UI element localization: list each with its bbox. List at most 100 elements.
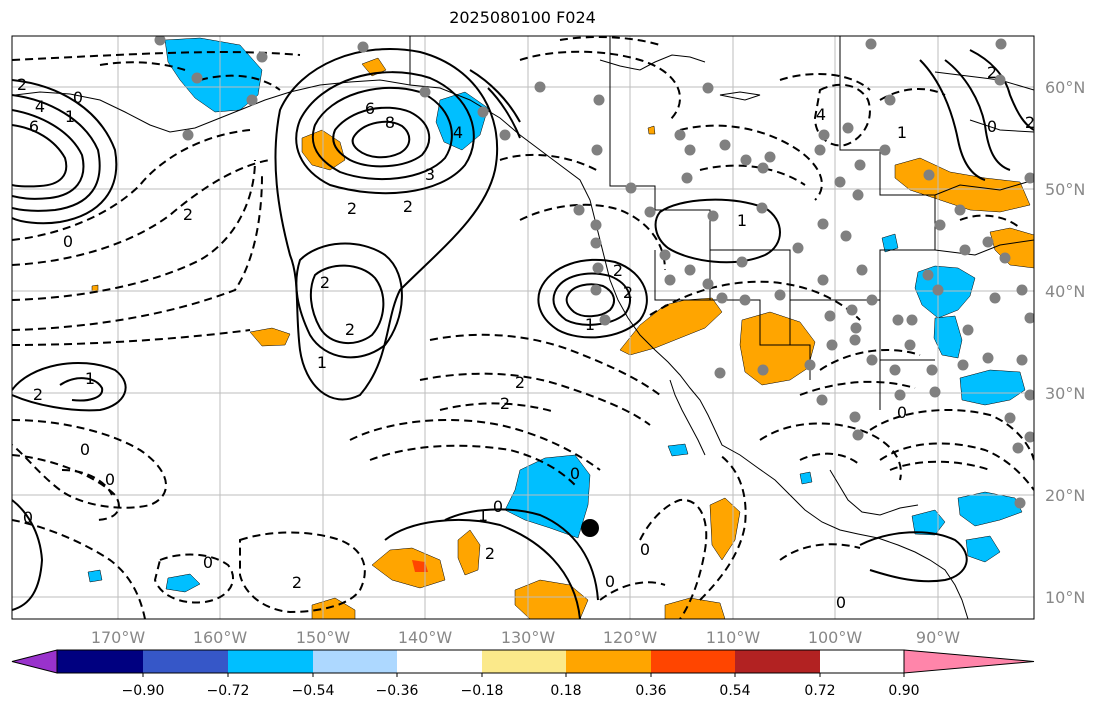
colorbar-tick-label: 0.36 [635,683,666,699]
contour-label: 1 [585,315,595,334]
contour-label: 2 [183,205,193,224]
anomaly-blob [959,369,1026,406]
lon-tick-label: 120°W [603,628,658,647]
colorbar-swatch [143,650,228,673]
contour-label: 1 [478,506,488,525]
anomaly-blob [647,125,656,135]
contour-label: 0 [897,403,907,422]
station-markers [154,36,1034,509]
map-frame [11,35,1035,620]
lon-tick-label: 150°W [296,628,351,647]
graticule [12,36,1034,619]
colorbar-swatch [566,650,651,673]
colorbar-tick-label: 0.72 [804,683,835,699]
contour-label: 2 [485,544,495,563]
lon-tick-label: 100°W [808,628,863,647]
anomaly-blob [371,547,446,589]
colorbar-swatch [397,650,482,673]
contour-label: 0 [80,440,90,459]
contour-label: 1 [897,123,907,142]
anomaly-blob [619,297,723,356]
contour-label: 2 [1025,113,1035,132]
anomaly-blob [457,529,481,576]
colorbar-tick-label: −0.90 [122,683,165,699]
center-marker [581,519,599,537]
anomaly-blob [249,327,291,347]
colorbar-swatch [313,650,397,673]
contour-label: 2 [320,273,330,292]
colorbar-frame [56,649,905,674]
coastlines [14,36,1034,619]
lat-tick-label: 40°N [1045,282,1085,301]
contour-label: 0 [570,464,580,483]
contour-label: 1 [737,211,747,230]
contour-label: 2 [292,573,302,592]
contour-label: 0 [23,508,33,527]
colorbar-swatch [482,650,566,673]
contour-label: 0 [63,232,73,251]
colorbar-swatch [11,649,58,674]
contour-label: 2 [987,63,997,82]
contour-label: 8 [385,113,395,132]
colorbar-tick-label: 0.18 [550,683,581,699]
lon-tick-label: 140°W [398,628,453,647]
contour-label: 0 [203,553,213,572]
contour-lines [12,36,1034,619]
contour-label: 0 [987,117,997,136]
lon-tick-label: 130°W [501,628,556,647]
anomaly-blob [911,509,946,536]
lat-tick-label: 50°N [1045,180,1085,199]
contour-label: 2 [500,394,510,413]
colorbar-tick-label: −0.36 [376,683,419,699]
contour-label: 2 [33,385,43,404]
contour-label: 2 [347,199,357,218]
lat-tick-label: 10°N [1045,588,1085,607]
colorbar-swatch [228,650,313,673]
contour-label: 2 [403,197,413,216]
anomaly-shading [87,37,1034,619]
contour-label: 4 [453,123,463,142]
contour-label: 4 [35,97,45,116]
colorbar-swatch [903,649,1035,674]
contour-label: 1 [317,353,327,372]
contour-label: 6 [29,117,39,136]
colorbar: −0.90 −0.72 −0.54 −0.36 −0.18 0.18 0.36 0.54 0.7… [11,649,1035,699]
anomaly-blob [311,597,356,619]
lon-tick-label: 110°W [706,628,761,647]
anomaly-blob [881,233,899,253]
anomaly-blob [412,560,428,572]
colorbar-tick-label: −0.18 [461,683,504,699]
contour-label: 0 [73,88,83,107]
anomaly-blob [739,311,816,386]
contour-label: 0 [493,497,503,516]
lat-tick-label: 20°N [1045,486,1085,505]
colorbar-tick-label: −0.54 [292,683,335,699]
map-axes: 170°W 160°W 150°W 140°W 130°W 120°W 110°W 100°W… [91,78,1086,647]
contour-label: 3 [425,165,435,184]
contour-label: 2 [613,261,623,280]
anomaly-blob [504,454,591,539]
anomaly-blob [664,597,726,619]
contour-label: 1 [85,369,95,388]
colorbar-tick-label: 0.54 [719,683,750,699]
anomaly-blob [87,569,103,583]
map-title: 2025080100 F024 [449,8,596,27]
anomaly-blob [709,497,741,561]
contour-label: 2 [345,320,355,339]
anomaly-blob [799,471,813,485]
colorbar-tick-label: −0.72 [207,683,250,699]
contour-label: 4 [816,105,826,124]
contour-label: 0 [605,572,615,591]
contour-label: 2 [515,373,525,392]
colorbar-swatch [735,650,820,673]
contour-label: 2 [17,75,27,94]
lon-tick-label: 170°W [91,628,146,647]
contour-label: 6 [365,99,375,118]
lon-tick-label: 160°W [193,628,248,647]
anomaly-blob [91,284,99,293]
contour-label: 0 [836,593,846,612]
anomaly-blob [989,227,1034,269]
lon-tick-label: 90°W [916,628,960,647]
